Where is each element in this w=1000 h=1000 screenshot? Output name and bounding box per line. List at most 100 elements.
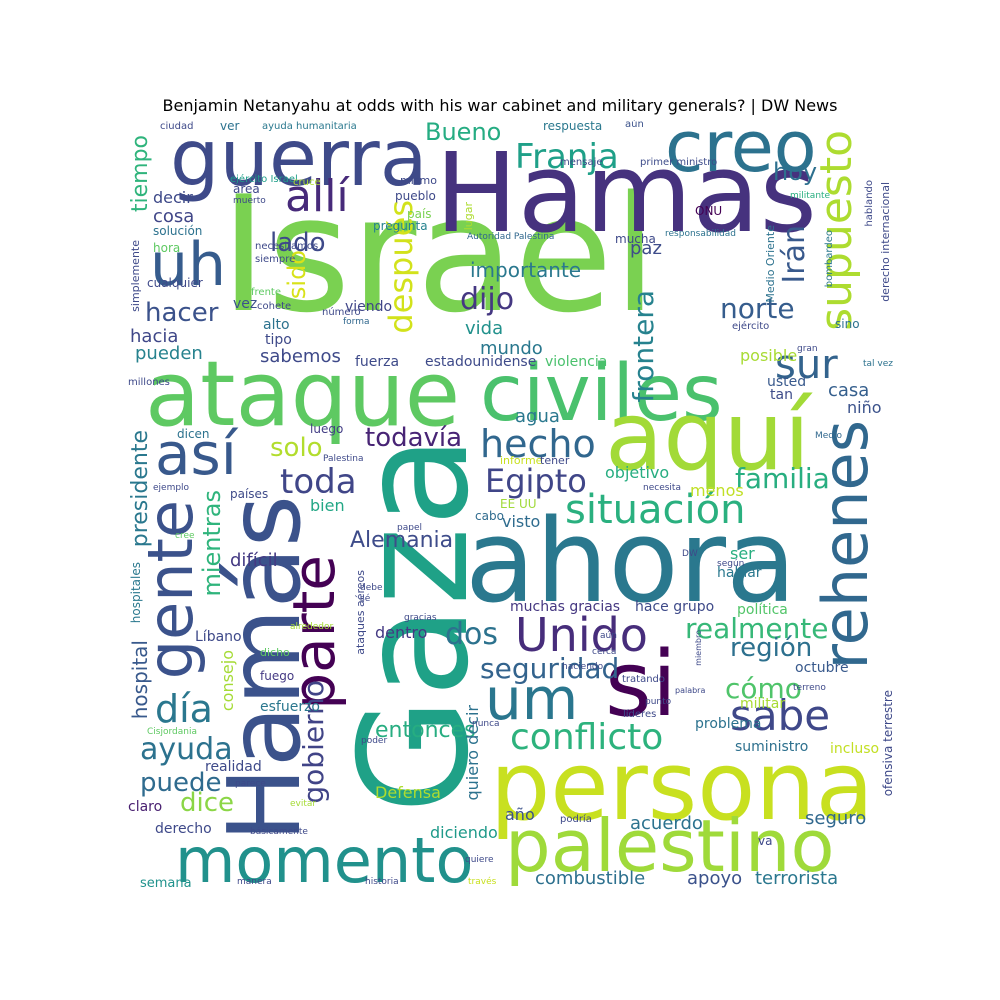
word-entonces: entonces	[375, 718, 476, 743]
word-palabra: palabra	[675, 686, 706, 695]
word-cosa: cosa	[153, 206, 195, 227]
word-dicho: dicho	[260, 646, 290, 659]
word-area: área	[233, 182, 260, 196]
word-presidente: presidente	[128, 430, 153, 548]
word-como: cómo	[725, 672, 802, 705]
word-terreno: terreno	[793, 683, 826, 693]
word-mundo: mundo	[480, 338, 543, 359]
word-sino: sino	[835, 317, 860, 331]
word-evitar: evitar	[290, 799, 317, 809]
word-estadounidense: estadounidense	[425, 354, 537, 370]
word-nunca: nunca	[472, 719, 500, 729]
word-dice: dice	[180, 788, 235, 818]
word-franja: Franja	[515, 137, 619, 177]
word-hospitales: hospitales	[129, 562, 143, 624]
word-apoyo: apoyo	[687, 868, 743, 889]
word-defensa: Defensa	[375, 783, 441, 802]
word-hora: hora	[153, 241, 181, 255]
word-ver: ver	[220, 120, 240, 133]
word-seguridad: seguridad	[480, 652, 620, 685]
word-ofensiva-terrestre: ofensiva terrestre	[881, 690, 893, 797]
word-alrededor: alrededor	[290, 622, 334, 632]
word-primer-ministro: primer ministro	[640, 157, 718, 168]
word-palestino: palestino	[505, 804, 835, 888]
word-hacia: hacia	[130, 326, 179, 347]
word-forma: forma	[343, 317, 370, 327]
word-mismo: mismo	[400, 174, 437, 187]
word-mucha: mucha	[615, 232, 656, 246]
word-ee-uu: EE UU	[500, 497, 537, 511]
word-diciendo: diciendo	[430, 823, 498, 842]
word-dos: dos	[445, 617, 499, 652]
word-hace-grupo: hace grupo	[635, 599, 715, 615]
word-realidad: realidad	[205, 759, 262, 775]
word-cualquier: cualquier	[147, 276, 203, 290]
word-necesita: necesita	[643, 483, 681, 493]
word-manera: manera	[237, 877, 272, 887]
word-lado: lado	[270, 228, 326, 258]
word-ano: año	[505, 805, 535, 824]
word-cruce: cruce	[293, 177, 321, 188]
word-respuesta: respuesta	[543, 120, 603, 133]
word-usted: usted	[767, 374, 807, 390]
word-lideres: líderes	[623, 709, 657, 720]
word-parece: parece	[235, 779, 266, 789]
word-suministro: suministro	[735, 739, 809, 755]
word-bueno: Bueno	[425, 120, 502, 146]
word-sabemos: sabemos	[260, 346, 341, 367]
word-hospital: hospital	[128, 640, 152, 720]
word-medio-oriente: Medio Oriente	[764, 225, 777, 303]
word-aun: aún	[600, 631, 617, 641]
word-claro: claro	[128, 799, 163, 815]
word-autoridad-palestina: Autoridad Palestina	[467, 232, 555, 242]
word-dia: día	[155, 687, 213, 731]
word-vida: vida	[465, 318, 504, 339]
word-cerca: cerca	[592, 647, 617, 657]
word-menos: menos	[690, 481, 744, 500]
word-gran: gran	[797, 344, 818, 354]
word-asi: así	[155, 420, 237, 488]
word-octubre: octubre	[795, 660, 849, 676]
word-hacer: hacer	[145, 298, 219, 328]
word-pregunta: pregunta	[373, 219, 428, 233]
word-puede: puede	[140, 768, 222, 798]
word-si: si	[605, 632, 677, 737]
word-ejercito-israel: ejército Israel	[230, 174, 298, 185]
word-traves: través	[468, 877, 497, 887]
word-sur: sur	[775, 342, 838, 388]
word-derecho-internacional: derecho internacional	[879, 182, 892, 302]
word-ahora: ahora	[465, 495, 797, 629]
word-problema: problema	[695, 716, 762, 732]
word-paises: países	[230, 487, 269, 501]
word-esfuerzo: esfuerzo	[260, 699, 320, 715]
word-punto: punto	[645, 697, 672, 707]
word-basicamente: básicamente	[250, 827, 308, 837]
word-frontera: frontera	[627, 290, 660, 403]
word-ayuda: ayuda	[140, 732, 233, 767]
word-ser: ser	[730, 544, 755, 563]
word-tratando: tratando	[622, 674, 666, 685]
word-pueden: pueden	[135, 343, 203, 364]
word-cloud: Israel Hamas Gaza ahora Hamás persona ataque ci…	[125, 120, 893, 890]
word-aun: aún	[625, 120, 644, 130]
word-derecho: derecho	[155, 821, 212, 837]
word-seguro: seguro	[805, 808, 867, 829]
word-norte: norte	[720, 292, 795, 325]
word-hamas: Hamas	[435, 129, 817, 257]
word-ejercito: ejército	[732, 321, 770, 332]
word-ayuda-humanitaria: ayuda humanitaria	[262, 121, 357, 132]
word-siempre: siempre	[255, 254, 296, 265]
word-consejo: consejo	[218, 650, 237, 712]
word-haciendo: haciendo	[562, 662, 604, 672]
word-miembro: miembro	[694, 630, 703, 666]
word-um: um	[485, 665, 579, 733]
word-tiempo: tiempo	[128, 135, 153, 213]
word-alemania: Alemania	[350, 528, 454, 553]
word-aqui: aquí	[605, 382, 811, 492]
word-hablando: hablando	[864, 180, 875, 227]
word-debe: debe	[360, 583, 383, 593]
word-cabo: cabo	[475, 509, 504, 523]
word-mientras: mientras	[198, 490, 226, 597]
word-poder: poder	[361, 736, 388, 746]
word-palestina: Palestina	[323, 454, 364, 464]
